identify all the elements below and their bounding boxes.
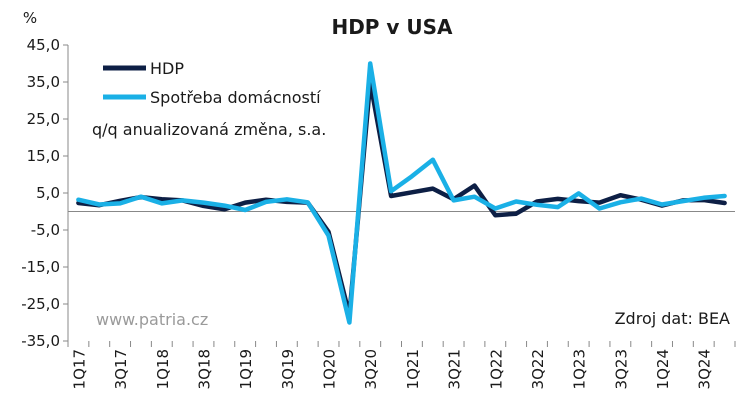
legend: HDP Spotřeba domácností — [103, 59, 321, 107]
y-tick-label: 25,0 — [27, 110, 60, 128]
x-tick-label: 1Q18 — [154, 349, 172, 389]
y-tick-label: 45,0 — [27, 36, 60, 54]
chart-title: HDP v USA — [331, 15, 453, 39]
y-tick-label: -15,0 — [21, 258, 60, 276]
series-line-hdp — [76, 79, 727, 318]
y-tick-label: -5,0 — [31, 221, 60, 239]
y-axis: 45,0 35,0 25,0 15,0 5,0 -5,0 -15,0 -25,0 -35,0 — [21, 36, 69, 350]
x-tick-label: 1Q22 — [487, 349, 505, 389]
x-tick-label: 3Q24 — [696, 349, 714, 389]
y-tick-label: 35,0 — [27, 73, 60, 91]
x-tick-label: 3Q21 — [446, 349, 464, 389]
y-axis-unit: % — [23, 9, 37, 27]
legend-label-hdp: HDP — [150, 59, 184, 78]
x-tick-label: 1Q23 — [571, 349, 589, 389]
y-tick-label: 5,0 — [36, 184, 60, 202]
x-tick-label: 3Q22 — [529, 349, 547, 389]
series-lines — [76, 61, 727, 325]
x-axis: 1Q17 3Q17 1Q18 3Q18 1Q19 3Q19 1Q20 3Q20 1Q21 3Q21… — [67, 211, 736, 389]
source-note: Zdroj dat: BEA — [615, 309, 730, 328]
series-line-consumption — [76, 61, 727, 325]
y-tick-label: 15,0 — [27, 147, 60, 165]
x-tick-label: 3Q20 — [362, 349, 380, 389]
y-tick-label: -35,0 — [21, 332, 60, 350]
x-tick-label: 1Q24 — [654, 349, 672, 389]
x-tick-label: 1Q19 — [237, 349, 255, 389]
chart-subtitle: q/q anualizovaná změna, s.a. — [92, 120, 326, 139]
legend-label-consumption: Spotřeba domácností — [150, 88, 321, 107]
x-tick-label: 3Q23 — [612, 349, 630, 389]
x-tick-label: 3Q19 — [279, 349, 297, 389]
y-tick-label: -25,0 — [21, 295, 60, 313]
x-tick-label: 1Q17 — [70, 349, 88, 389]
watermark-text: www.patria.cz — [96, 310, 208, 329]
x-tick-label: 1Q20 — [321, 349, 339, 389]
x-tick-label: 3Q17 — [112, 349, 130, 389]
x-tick-label: 3Q18 — [195, 349, 213, 389]
x-tick-label: 1Q21 — [404, 349, 422, 389]
